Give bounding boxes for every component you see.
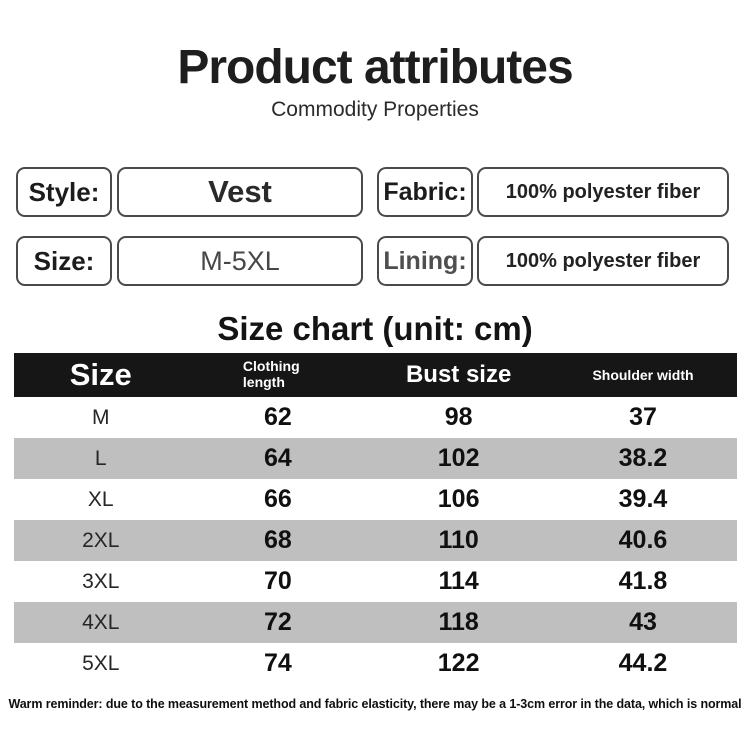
size-value-box: M-5XL xyxy=(117,236,363,286)
table-row-xl: XL 66 106 39.4 xyxy=(87,485,668,513)
style-label: Style: xyxy=(28,176,100,207)
style-label-box: Style: xyxy=(16,167,112,217)
table-row-3xl: 3XL 70 114 41.8 xyxy=(82,567,668,595)
style-value: Vest xyxy=(208,174,272,209)
size-value: M-5XL xyxy=(200,245,280,276)
fabric-label: Fabric: xyxy=(383,177,467,206)
table-row-m: M 62 98 37 xyxy=(92,403,657,431)
table-row-5xl: 5XL 74 122 44.2 xyxy=(82,649,668,677)
column-header-clothing-length: Clothing length xyxy=(242,358,300,390)
style-value-box: Vest xyxy=(117,167,363,217)
column-header-shoulder-width: Shoulder width xyxy=(592,367,694,383)
lining-label-box: Lining: xyxy=(377,236,473,286)
table-row-2xl: 2XL 68 110 40.6 xyxy=(14,520,737,561)
page-title: Product attributes xyxy=(177,41,573,94)
page-subtitle: Commodity Properties xyxy=(271,98,479,121)
fabric-value: 100% polyester fiber xyxy=(505,180,701,203)
lining-value-box: 100% polyester fiber xyxy=(477,236,729,286)
table-row-4xl: 4XL 72 118 43 xyxy=(14,602,737,643)
size-chart-table: Size Clothing length Bust size Shoulder … xyxy=(14,353,737,684)
lining-value: 100% polyester fiber xyxy=(505,249,701,272)
fabric-value-box: 100% polyester fiber xyxy=(477,167,729,217)
size-label-box: Size: xyxy=(16,236,112,286)
table-row-l: L 64 102 38.2 xyxy=(14,438,737,479)
column-header-bust-size: Bust size xyxy=(405,361,512,388)
fabric-label-box: Fabric: xyxy=(377,167,473,217)
column-header-size: Size xyxy=(69,357,132,392)
size-chart-heading: Size chart (unit: cm) xyxy=(217,310,533,347)
warm-reminder-note: Warm reminder: due to the measurement me… xyxy=(8,697,742,711)
size-label: Size: xyxy=(33,245,95,276)
size-chart-header-row: Size Clothing length Bust size Shoulder … xyxy=(14,353,737,397)
lining-label: Lining: xyxy=(383,246,467,275)
